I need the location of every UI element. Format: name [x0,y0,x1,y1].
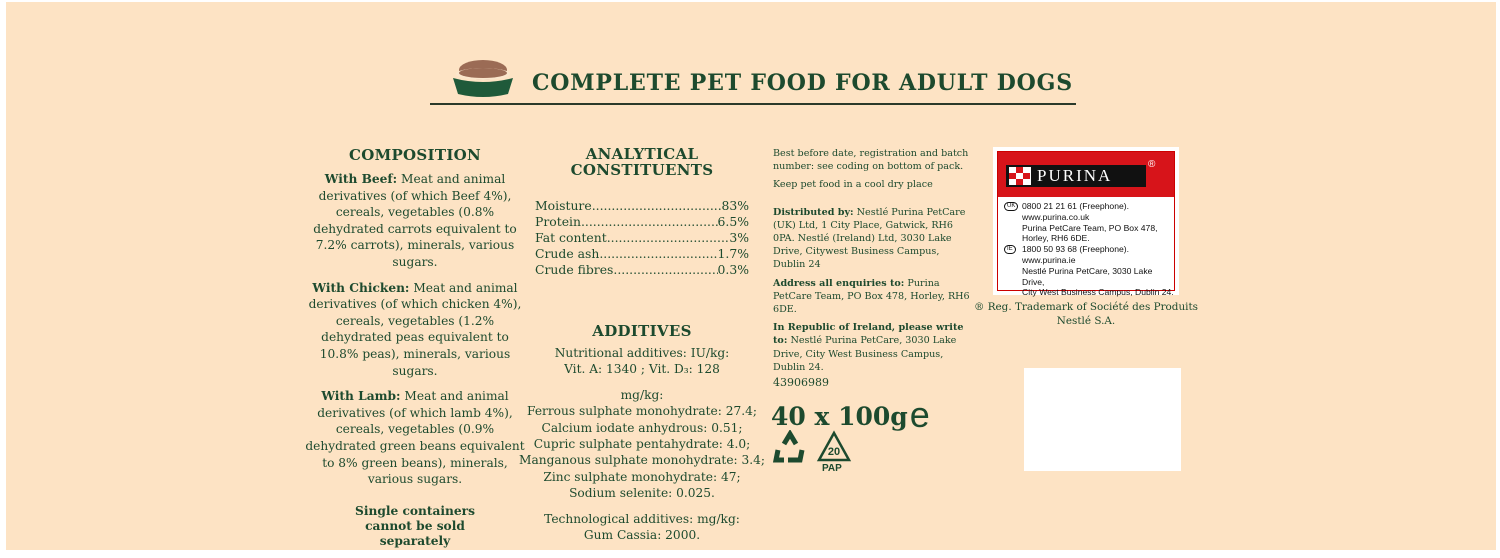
constituent-row: Crude ash1.7% [535,246,749,262]
unit: mg/kg: [620,387,664,402]
uk-badge-icon: UK [1004,202,1019,211]
additive-line: Manganous sulphate monohydrate: 3.4; [518,453,766,468]
nutritional-additives: Nutritional additives: IU/kg: [554,346,730,360]
info-section: Best before date, registration and batch… [773,148,970,373]
composition-section: COMPOSITION With Beef: Meat and animal d… [305,146,525,558]
additives-section: ADDITIVES Nutritional additives: IU/kg: … [515,322,769,543]
purina-contact-box: PURINA ® UK 0800 21 21 61 (Freephone). www… [993,147,1179,298]
single-container-note: Single containers cannot be sold separat… [355,503,475,548]
constituent-row: Fat content3% [535,230,749,246]
dog-bowl-icon [453,60,513,97]
contact-line-uk: www.purina.co.uk [1022,211,1090,222]
contact-line-uk: UK 0800 21 21 61 (Freephone). [1004,201,1174,212]
constituent-row: Moisture83% [535,198,749,214]
recycle-icon [772,430,805,463]
composition-beef: With Beef: Meat and animal derivatives (… [313,172,517,269]
additives-heading: ADDITIVES [592,322,692,340]
checkerboard-icon [1009,167,1031,185]
composition-lamb: With Lamb: Meat and animal derivatives (… [305,389,525,487]
contact-line-ie: www.purina.ie [1022,254,1076,265]
quantity: 40 x 100ge [771,394,930,435]
contact-line-ie: Nestlé Purina PetCare, 3030 Lake Drive, [1022,265,1153,287]
divider [430,103,1076,105]
contact-line-ie: City West Business Campus, Dublin 24. [1022,287,1174,298]
gum-cassia: Gum Cassia: 2000. [583,528,701,543]
additive-line: Zinc sulphate monohydrate: 47; [543,469,741,484]
technological-additives: Technological additives: mg/kg: [544,511,740,526]
vitamins: Vit. A: 1340 ; Vit. D₃: 128 [564,362,720,377]
trademark-note: ® Reg. Trademark of Société des Produits… [974,301,1198,327]
product-code: 43906989 [773,376,829,389]
recycle-pap-icon: 20 [816,430,852,462]
ie-badge-icon: IE [1004,245,1016,255]
recycle-code: PAP [822,463,842,474]
additive-line: Calcium iodate anhydrous: 0.51; [541,420,743,435]
blank-label-area [1024,368,1181,471]
pack-label: COMPLETE PET FOOD FOR ADULT DOGS COMPOSI… [6,2,1496,550]
constituent-row: Protein6.5% [535,214,749,230]
composition-chicken: With Chicken: Meat and animal derivative… [308,280,522,378]
page-title: COMPLETE PET FOOD FOR ADULT DOGS [532,70,1073,96]
contact-line-uk: Purina PetCare Team, PO Box 478, [1022,222,1158,233]
analytical-heading: ANALYTICAL CONSTITUENTS [570,145,714,179]
contact-line-ie: IE 1800 50 93 68 (Freephone). [1004,244,1174,255]
additive-line: Sodium selenite: 0.025. [569,486,715,501]
estimated-sign-icon: e [909,394,930,435]
additive-line: Ferrous sulphate monohydrate: 27.4; [527,404,757,419]
additive-line: Cupric sulphate pentahydrate: 4.0; [533,437,751,452]
composition-heading: COMPOSITION [348,146,482,164]
constituent-row: Crude fibres0.3% [535,262,749,278]
svg-text:20: 20 [828,446,840,458]
contact-line-uk: Horley, RH6 6DE. [1022,233,1090,244]
purina-logo: PURINA ® [998,152,1174,197]
